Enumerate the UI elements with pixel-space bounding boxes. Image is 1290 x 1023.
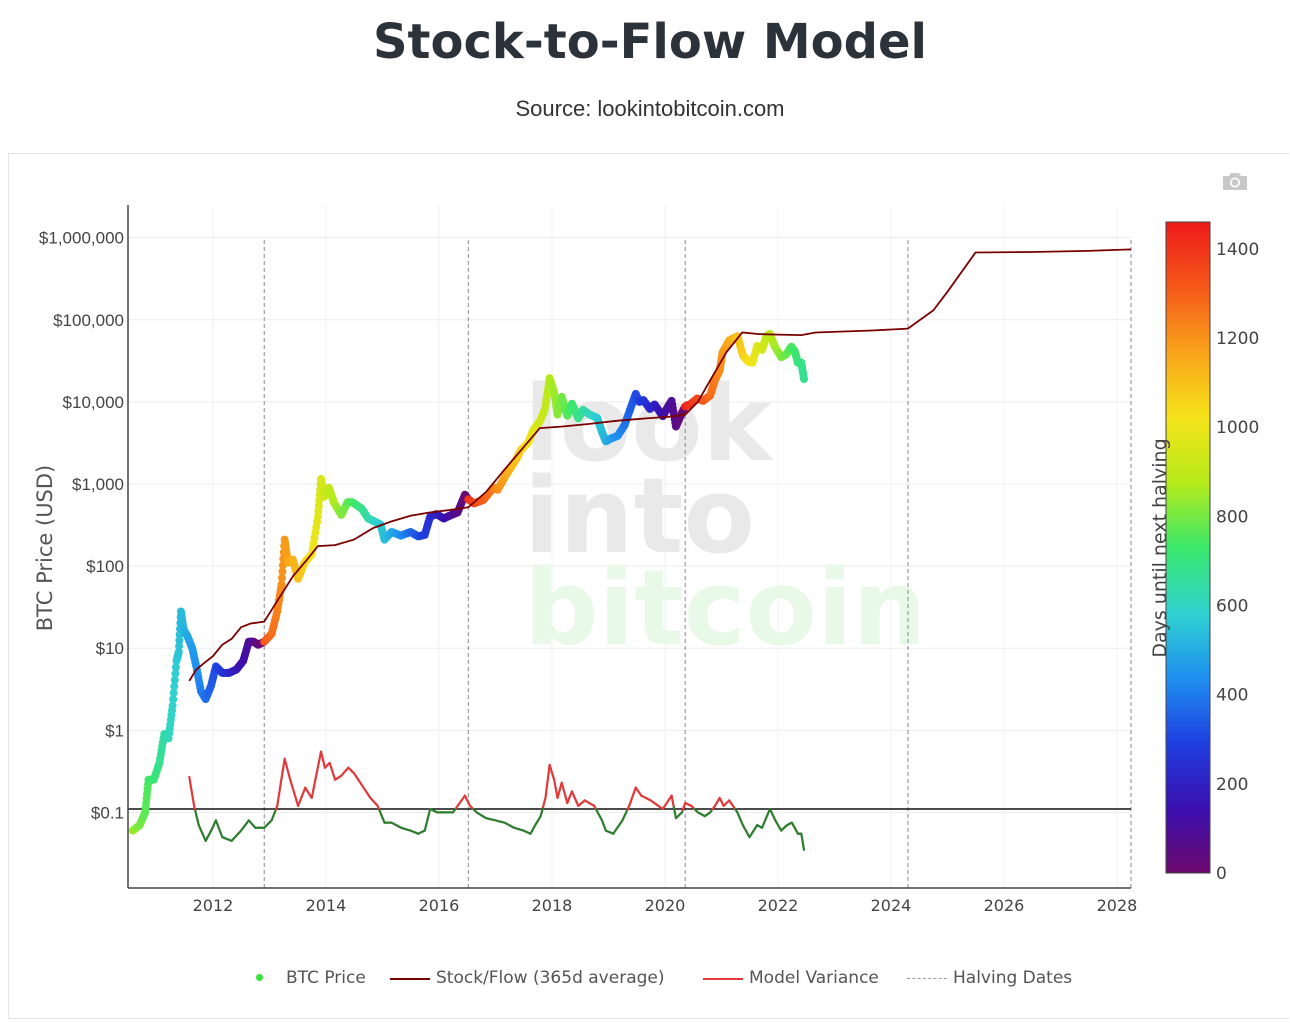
variance-segment	[315, 762, 320, 776]
y-tick-label: $1	[105, 721, 124, 740]
x-tick-label: 2028	[1097, 896, 1138, 915]
colorbar-tick-label: 200	[1216, 775, 1248, 795]
watermark-line-2: into	[524, 455, 755, 577]
legend: BTC Price Stock/Flow (365d average) Mode…	[0, 964, 1290, 994]
x-tick-label: 2020	[645, 896, 686, 915]
camera-icon[interactable]	[1221, 170, 1249, 192]
price-point	[171, 669, 180, 678]
x-tick-label: 2026	[984, 896, 1025, 915]
price-point	[277, 573, 286, 582]
variance-segment	[189, 783, 193, 793]
y-axis-title: BTC Price (USD)	[33, 465, 57, 632]
variance-segment	[312, 773, 318, 788]
colorbar-tick-label: 600	[1216, 596, 1248, 616]
legend-marker-dot-icon	[240, 968, 280, 988]
y-tick-label: $0.1	[91, 803, 124, 822]
y-tick-label: $1,000,000	[39, 229, 124, 248]
x-tick-label: 2024	[871, 896, 912, 915]
legend-item-halving[interactable]: Halving Dates	[907, 968, 1072, 988]
axes	[127, 205, 1131, 889]
legend-label-halving: Halving Dates	[953, 968, 1073, 988]
plot-frame	[8, 153, 1289, 1019]
variance-segment	[190, 790, 194, 800]
legend-label-variance: Model Variance	[749, 968, 879, 988]
variance-segment	[310, 785, 316, 800]
price-point	[175, 636, 184, 645]
price-point	[169, 688, 178, 697]
legend-label-stock-flow: Stock/Flow (365d average)	[436, 968, 665, 988]
legend-item-btc-price[interactable]: BTC Price	[240, 968, 366, 988]
colorbar-tick-label: 400	[1216, 686, 1248, 706]
colorbar-title: Days until next halving	[1149, 438, 1171, 657]
variance-segment	[544, 788, 548, 800]
legend-item-variance[interactable]: Model Variance	[703, 968, 879, 988]
variance-segment	[546, 771, 550, 783]
x-tick-label: 2014	[306, 896, 347, 915]
chart-subtitle: Source: lookintobitcoin.com	[515, 96, 785, 121]
legend-item-stock-flow[interactable]: Stock/Flow (365d average)	[390, 968, 665, 988]
price-point	[169, 695, 178, 704]
series-model-variance	[188, 750, 806, 851]
y-tick-label: $100,000	[53, 311, 124, 330]
colorbar-tick-label: 1000	[1216, 418, 1259, 438]
y-tick-labels: $1,000,000 $100,000 $10,000 $1,000 $100 $10 $1…	[39, 229, 124, 823]
variance-segment	[289, 778, 294, 788]
price-point	[170, 676, 179, 685]
y-tick-label: $100	[86, 557, 124, 576]
x-tick-label: 2018	[532, 896, 573, 915]
x-tick-label: 2012	[193, 896, 234, 915]
colorbar-tick-label: 0	[1216, 864, 1227, 884]
price-point	[170, 682, 179, 691]
x-tick-label: 2016	[419, 896, 460, 915]
series-stock-flow-line	[188, 248, 1131, 682]
colorbar: 0 200 400 600 800 1000 1200 1400 Days until next…	[1149, 221, 1259, 884]
variance-segment	[188, 775, 192, 786]
colorbar-tick-label: 800	[1216, 507, 1248, 527]
variance-segment	[802, 844, 806, 851]
price-point	[277, 580, 286, 589]
variance-segment	[191, 797, 196, 807]
price-point	[799, 374, 808, 383]
colorbar-gradient	[1165, 221, 1211, 874]
variance-segment	[277, 781, 283, 796]
watermark-line-3: bitcoin	[524, 547, 927, 669]
variance-segment	[293, 791, 298, 801]
x-tick-labels: 2012 2014 2016 2018 2020 2022 2024 2026 2028	[193, 896, 1138, 915]
legend-line-icon	[390, 968, 430, 988]
price-point	[168, 701, 177, 710]
variance-segment	[545, 780, 549, 791]
watermark-line-1: look	[524, 363, 775, 485]
colorbar-tick-label: 1200	[1216, 329, 1259, 349]
watermark: look into bitcoin	[524, 363, 927, 669]
legend-label-btc-price: BTC Price	[286, 968, 366, 988]
halving-lines	[263, 240, 1132, 888]
price-point	[278, 567, 287, 576]
price-point	[174, 647, 183, 656]
y-tick-label: $10,000	[63, 393, 124, 412]
legend-line-icon	[703, 968, 743, 988]
plot-area[interactable]	[128, 248, 1131, 851]
price-point	[175, 642, 184, 651]
variance-segment	[279, 769, 284, 784]
y-tick-label: $10	[96, 639, 124, 658]
variance-segment	[276, 793, 281, 807]
variance-segment	[291, 785, 296, 794]
price-point	[171, 663, 180, 672]
legend-dash-icon	[907, 968, 947, 988]
y-tick-label: $1,000	[72, 475, 124, 494]
chart-title: Stock-to-Flow Model	[372, 14, 927, 70]
colorbar-tick-label: 1400	[1216, 240, 1259, 260]
x-tick-label: 2022	[758, 896, 799, 915]
